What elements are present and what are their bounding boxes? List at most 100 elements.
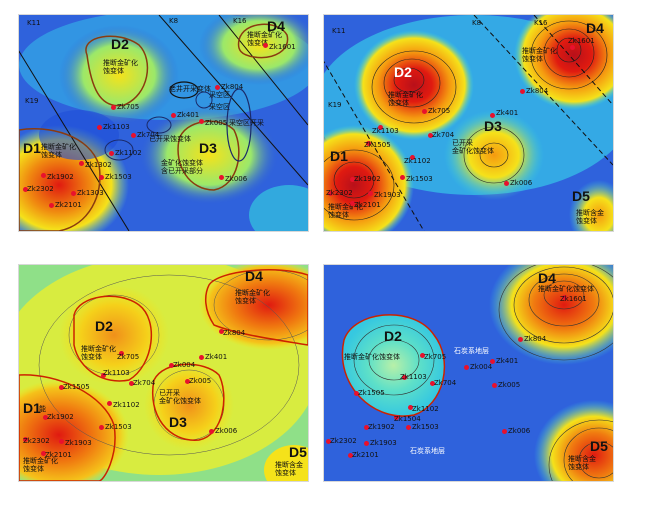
well-marker bbox=[400, 175, 405, 180]
well-label: Zk1103 bbox=[372, 127, 399, 135]
well-label: Zk705 bbox=[424, 353, 447, 361]
well-marker bbox=[171, 113, 176, 118]
well-label: Zk704 bbox=[432, 131, 455, 139]
well-marker bbox=[490, 359, 495, 364]
zone-d5-label: D5 bbox=[572, 188, 590, 204]
well-label: Zk1902 bbox=[47, 173, 74, 181]
well-label: Zk1102 bbox=[115, 149, 142, 157]
well-marker bbox=[41, 451, 46, 456]
well-label: Zk704 bbox=[137, 131, 160, 139]
zone-d2-label: D2 bbox=[384, 328, 402, 344]
d4-description: 推断金矿化 蚀变体 bbox=[247, 31, 282, 47]
well-label: Zk704 bbox=[434, 379, 457, 387]
well-label: Zk1103 bbox=[103, 123, 130, 131]
well-marker bbox=[350, 177, 355, 182]
well-marker bbox=[199, 355, 204, 360]
well-label: Zk1503 bbox=[105, 173, 132, 181]
well-marker bbox=[562, 295, 567, 300]
well-marker bbox=[430, 381, 435, 386]
well-marker bbox=[366, 141, 371, 146]
well-label: Zk006 bbox=[215, 427, 238, 435]
well-label: Zk401 bbox=[496, 357, 519, 365]
strata-label-1: 石炭系地层 bbox=[454, 347, 489, 355]
zone-d3-label: D3 bbox=[169, 414, 187, 430]
well-marker bbox=[492, 383, 497, 388]
well-marker bbox=[59, 439, 64, 444]
zone-d2-label: D2 bbox=[95, 318, 113, 334]
well-marker bbox=[570, 45, 575, 50]
well-label: Zk1103 bbox=[400, 373, 427, 381]
well-marker bbox=[79, 161, 84, 166]
d3-description: 已开采 金矿化蚀变体 bbox=[452, 139, 494, 155]
well-label: Zk005 bbox=[498, 381, 521, 389]
fault-k16-label: K16 bbox=[534, 19, 548, 27]
well-marker bbox=[364, 441, 369, 446]
well-marker bbox=[99, 425, 104, 430]
well-marker bbox=[504, 181, 509, 186]
zone-d3-label: D3 bbox=[484, 118, 502, 134]
well-marker bbox=[23, 187, 28, 192]
well-label: Zk006 bbox=[508, 427, 531, 435]
zone-d2-label: D2 bbox=[394, 64, 412, 80]
well-marker bbox=[354, 391, 359, 396]
well-marker bbox=[326, 439, 331, 444]
well-label: Zk2302 bbox=[330, 437, 357, 445]
well-label: Zk1601 bbox=[568, 37, 595, 45]
map-panel-2: D2 D4 D3 D1 D5 推断金矿化 蚀变体 已开采 金矿化蚀变体 推断金矿… bbox=[323, 14, 614, 232]
well-label: Zk2302 bbox=[326, 189, 353, 197]
well-label: Zk1902 bbox=[47, 413, 74, 421]
fault-k19-label: K19 bbox=[25, 97, 39, 105]
mined-label-4: 已开采蚀变体 bbox=[149, 135, 191, 143]
mined-label-1: 老井开采变体 bbox=[169, 85, 211, 93]
well-marker bbox=[101, 373, 106, 378]
d2-description: 推断金矿化 蚀变体 bbox=[103, 59, 138, 75]
well-marker bbox=[502, 429, 507, 434]
zone-d4-label: D4 bbox=[267, 18, 285, 34]
well-marker bbox=[219, 175, 224, 180]
well-marker bbox=[107, 401, 112, 406]
well-label: Zk704 bbox=[133, 379, 156, 387]
well-marker bbox=[169, 363, 174, 368]
well-marker bbox=[328, 191, 333, 196]
well-marker bbox=[97, 125, 102, 130]
well-label: Zk005 bbox=[205, 119, 228, 127]
well-label: Zk2302 bbox=[27, 185, 54, 193]
zone-d1-label: D1 bbox=[23, 400, 41, 416]
well-label: Zk1903 bbox=[65, 439, 92, 447]
well-label: Zk1302 bbox=[85, 161, 112, 169]
well-marker bbox=[428, 133, 433, 138]
well-label: Zk1601 bbox=[560, 295, 587, 303]
well-marker bbox=[109, 151, 114, 156]
well-marker bbox=[422, 109, 427, 114]
well-label: Zk705 bbox=[428, 107, 451, 115]
zone-d1-label: D1 bbox=[23, 140, 41, 156]
d4-description: 推断金矿化蚀变体 bbox=[538, 285, 594, 293]
map-panel-4: D4 D2 D5 推断金矿化蚀变体 推断金矿化蚀变体 推断含金 蚀变体 石炭系地… bbox=[323, 264, 614, 482]
well-label: Zk2101 bbox=[352, 451, 379, 459]
well-marker bbox=[129, 381, 134, 386]
d5-description: 推断含金 蚀变体 bbox=[275, 461, 303, 477]
zone-d4-label: D4 bbox=[538, 270, 556, 286]
d2-description: 推断金矿化 蚀变体 bbox=[388, 91, 423, 107]
d4-description: 推断金矿化 蚀变体 bbox=[522, 47, 557, 63]
well-label: Zk705 bbox=[117, 103, 140, 111]
well-marker bbox=[364, 425, 369, 430]
map-panel-3: D4 D2 D3 D1 D5 能 推断金矿化 蚀变体 推断金矿化 蚀变体 已开采… bbox=[18, 264, 309, 482]
well-label: Zk705 bbox=[117, 353, 140, 361]
well-label: Zk1102 bbox=[412, 405, 439, 413]
well-label: Zk1505 bbox=[63, 383, 90, 391]
well-marker bbox=[490, 113, 495, 118]
well-label: Zk1504 bbox=[394, 415, 421, 423]
well-label: Zk1902 bbox=[354, 175, 381, 183]
panel-1-contour-map bbox=[19, 15, 308, 231]
well-label: Zk004 bbox=[470, 363, 493, 371]
well-marker bbox=[209, 429, 214, 434]
well-marker bbox=[406, 425, 411, 430]
well-marker bbox=[199, 119, 204, 124]
d4-description: 推断金矿化 蚀变体 bbox=[235, 289, 270, 305]
well-label: Zk1503 bbox=[412, 423, 439, 431]
well-marker bbox=[410, 155, 415, 160]
zone-d2-label: D2 bbox=[111, 36, 129, 52]
strata-label-2: 石炭系地层 bbox=[410, 447, 445, 455]
well-label: Zk2101 bbox=[45, 451, 72, 459]
